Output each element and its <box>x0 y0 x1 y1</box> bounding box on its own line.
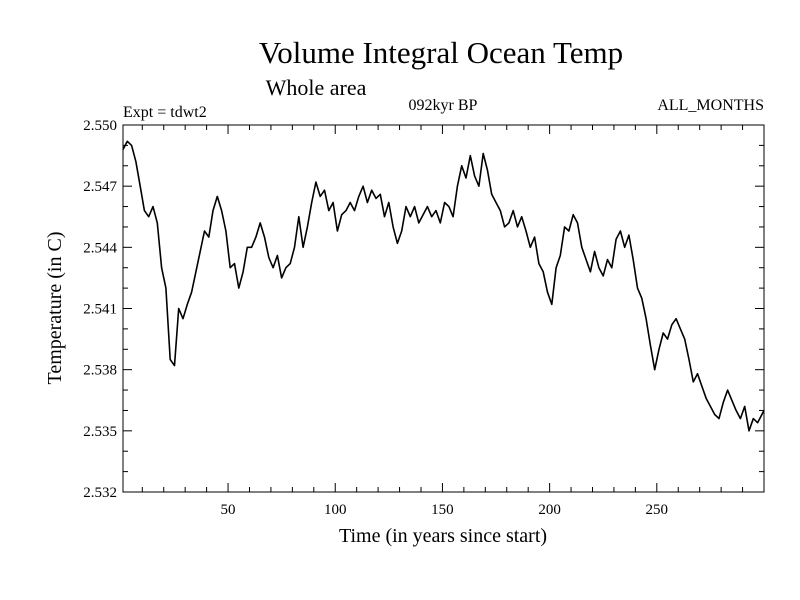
y-axis-label: Temperature (in C) <box>44 232 66 385</box>
y-tick-label: 2.535 <box>83 424 117 440</box>
x-tick-label: 250 <box>646 502 669 518</box>
months-label: ALL_MONTHS <box>657 97 764 114</box>
temperature-series-line <box>122 140 765 432</box>
y-tick-label: 2.532 <box>83 485 117 501</box>
y-tick-label: 2.544 <box>83 240 117 256</box>
y-tick-label: 2.547 <box>83 179 117 195</box>
x-tick-label: 150 <box>431 502 454 518</box>
plot-frame <box>122 124 765 493</box>
chart-subtitle: Whole area <box>266 75 367 100</box>
chart-title: Volume Integral Ocean Temp <box>259 35 623 70</box>
x-axis-label: Time (in years since start) <box>339 525 547 547</box>
y-tick-label: 2.541 <box>83 302 117 318</box>
x-tick-label: 100 <box>324 502 347 518</box>
y-tick-label: 2.550 <box>83 118 117 134</box>
x-axis: 50 100 150 200 250 <box>141 125 744 518</box>
experiment-label: Expt = tdwt2 <box>123 104 207 121</box>
period-label: 092kyr BP <box>409 97 478 114</box>
y-axis: 2.532 2.535 2.538 2.541 2.544 2.547 2.550 <box>83 118 764 501</box>
x-tick-label: 200 <box>538 502 561 518</box>
y-tick-label: 2.538 <box>83 363 117 379</box>
x-tick-label: 50 <box>221 502 236 518</box>
